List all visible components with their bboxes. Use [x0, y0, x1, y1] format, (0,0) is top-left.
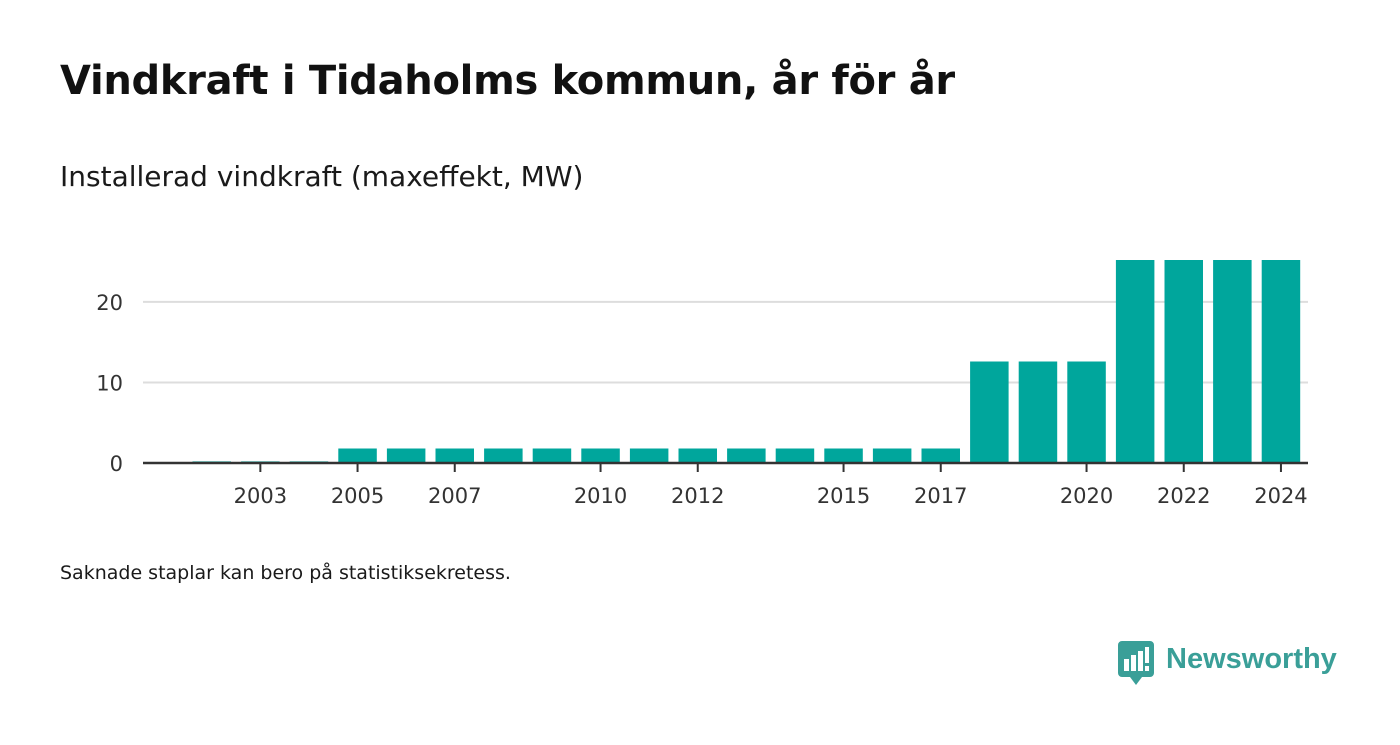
- x-axis-ticks: 2003 2005 2007 2010 2012 2015 2017 2020 2022 2024: [234, 463, 1308, 508]
- grid-lines: [143, 300, 1308, 384]
- y-tick-label: 10: [96, 371, 123, 395]
- y-axis-labels: 0 10 20: [96, 291, 123, 476]
- bar-2005: [338, 448, 377, 463]
- footnote: Saknade staplar kan bero på statistiksek…: [60, 562, 511, 584]
- bar-2024: [1261, 260, 1301, 463]
- x-tick-label: 2003: [234, 484, 287, 508]
- x-tick-label: 2017: [914, 484, 967, 508]
- bar-2006: [386, 448, 426, 463]
- brand-logo: Newsworthy: [1118, 640, 1337, 686]
- x-tick-label: 2012: [671, 484, 724, 508]
- bar-2019: [1018, 361, 1058, 463]
- bar-2018: [970, 361, 1009, 463]
- bar-2021: [1115, 260, 1155, 463]
- bar-2008: [484, 448, 523, 463]
- bar-2012: [678, 448, 717, 463]
- y-tick-label: 20: [96, 291, 123, 315]
- x-tick-label: 2010: [574, 484, 627, 508]
- y-tick-label: 0: [110, 452, 123, 476]
- chart-title: Vindkraft i Tidaholms kommun, år för år: [60, 58, 955, 104]
- bar-chart-bubble-icon: [1118, 641, 1154, 685]
- x-tick-label: 2015: [817, 484, 870, 508]
- bar-2015: [824, 448, 863, 463]
- bar-2022: [1164, 260, 1203, 463]
- bar-2023: [1213, 260, 1252, 463]
- x-tick-label: 2005: [331, 484, 384, 508]
- x-tick-label: 2024: [1254, 484, 1307, 508]
- bar-2009: [532, 448, 572, 463]
- bar-2017: [921, 448, 960, 463]
- bars: [192, 260, 1301, 463]
- bar-2010: [581, 448, 620, 463]
- x-tick-label: 2022: [1157, 484, 1210, 508]
- bar-2014: [775, 448, 815, 463]
- brand-name: Newsworthy: [1166, 642, 1337, 675]
- chart-subtitle: Installerad vindkraft (maxeffekt, MW): [60, 160, 584, 193]
- x-tick-label: 2020: [1060, 484, 1113, 508]
- bar-2020: [1067, 361, 1106, 463]
- bar-2011: [629, 448, 669, 463]
- bar-2013: [727, 448, 766, 463]
- x-tick-label: 2007: [428, 484, 481, 508]
- bar-2007: [435, 448, 474, 463]
- bar-2016: [872, 448, 912, 463]
